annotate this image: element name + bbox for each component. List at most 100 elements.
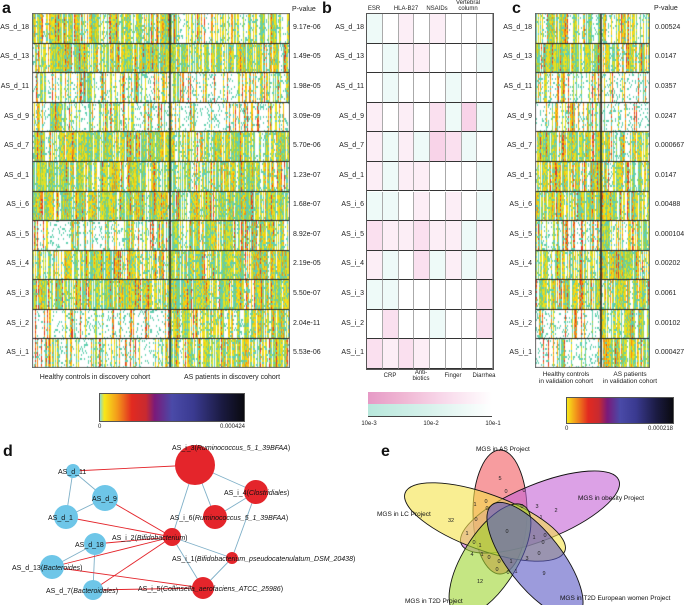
venn-count: 0 <box>484 499 487 505</box>
venn-count: 1 <box>532 535 535 541</box>
group-label-line: in validation cohort <box>538 377 594 385</box>
row-label-a: AS_d_9 <box>4 112 29 120</box>
node-id: AS_i_1 <box>172 556 195 563</box>
pvalue-c: 0.00202 <box>655 260 681 268</box>
correlation-cell <box>382 14 399 44</box>
correlation-cell <box>398 250 415 281</box>
correlation-cell <box>461 102 478 133</box>
paren: ) <box>116 588 118 595</box>
correlation-cell <box>430 250 446 281</box>
row-label-c: AS_d_1 <box>507 171 532 179</box>
paren: ( <box>195 556 198 563</box>
row-label-c: AS_i_2 <box>509 319 532 327</box>
correlation-cell <box>414 43 430 74</box>
row-label-c: AS_i_5 <box>509 230 532 238</box>
correlation-cell <box>382 221 399 251</box>
venn-count: 0 <box>504 489 507 495</box>
pvalue-c: 0.00488 <box>655 201 681 209</box>
row-label-b: AS_d_1 <box>339 171 364 179</box>
col-label-crp: CRP <box>383 373 397 379</box>
correlation-cell <box>398 161 415 192</box>
node-taxon: Ruminococcus_5_1_39BFAA <box>195 515 286 522</box>
node-id: AS_i_6 <box>170 515 193 522</box>
correlation-cell <box>398 309 415 340</box>
correlation-cell <box>477 339 493 369</box>
row-label-a: AS_i_1 <box>6 349 29 357</box>
panel-b-label: b <box>322 0 332 17</box>
paren: ) <box>353 556 355 563</box>
row-label-a: AS_i_3 <box>6 290 29 298</box>
pvalue-a: 5.53e-06 <box>293 349 321 357</box>
venn-count: 0 <box>472 540 475 546</box>
paren: ( <box>41 565 44 572</box>
row-label-c: AS_i_6 <box>509 201 532 209</box>
correlation-cell <box>398 43 415 74</box>
venn-count: 0 <box>487 555 490 561</box>
row-label-c: AS_d_11 <box>503 82 532 90</box>
paren: ( <box>195 445 198 452</box>
correlation-cell <box>430 132 446 162</box>
row-label-b: AS_d_18 <box>335 23 364 31</box>
correlation-cell <box>367 309 383 340</box>
node-id: AS_d_13 <box>12 565 41 572</box>
correlation-cell <box>398 132 415 162</box>
correlation-cell <box>398 280 415 310</box>
row-label-b: AS_i_2 <box>341 319 364 327</box>
pvalue-c: 0.0247 <box>655 112 677 120</box>
correlation-cell <box>382 309 399 340</box>
row-label-a: AS_d_1 <box>4 171 29 179</box>
correlation-cell <box>414 309 430 340</box>
row-label-c: AS_d_13 <box>503 53 532 61</box>
row-label-b: AS_i_3 <box>341 290 364 298</box>
colorbar-c <box>566 397 674 424</box>
node-label: AS_i_6(Ruminococcus_5_1_39BFAA) <box>170 515 288 522</box>
node-label: AS_d_11 <box>58 469 86 476</box>
row-label-a: AS_d_18 <box>0 23 29 31</box>
panel-e-label: e <box>381 443 390 460</box>
correlation-cell <box>445 132 462 162</box>
correlation-cell <box>382 73 399 103</box>
col-label-vertebral-column: Vertebral column <box>455 0 480 12</box>
venn-count: 1 <box>539 515 542 521</box>
network-node-d11 <box>66 464 80 478</box>
correlation-cell <box>477 161 493 192</box>
venn-count: 0 <box>497 559 500 565</box>
pvalue-a: 2.19e-05 <box>293 260 321 268</box>
correlation-cell <box>461 43 478 74</box>
venn-count: 0 <box>520 504 523 510</box>
group-label-line: Healthy controls <box>542 371 590 378</box>
correlation-cell <box>477 280 493 310</box>
panel-c-label: c <box>512 0 521 17</box>
correlation-cell <box>382 132 399 162</box>
network-edge-positive <box>65 516 173 538</box>
correlation-cell <box>430 339 446 369</box>
node-taxon: Bifidobacterium <box>137 535 185 542</box>
correlation-cell <box>430 161 446 192</box>
correlation-cell <box>414 102 430 133</box>
correlation-cell <box>461 161 478 192</box>
correlation-cell <box>414 161 430 192</box>
panel-a-label: a <box>2 0 11 17</box>
colorbar-c-max: 0.000218 <box>647 426 673 432</box>
pvalue-c: 0.000427 <box>655 349 685 357</box>
venn-count: 0 <box>495 567 498 573</box>
correlation-cell <box>445 250 462 281</box>
correlation-cell <box>477 191 493 222</box>
correlation-cell <box>414 132 430 162</box>
network-edge-positive <box>72 464 196 472</box>
venn-count: 0 <box>537 551 540 557</box>
row-label-b: AS_i_4 <box>341 260 364 268</box>
correlation-cell <box>477 102 493 133</box>
row-label-c: AS_d_7 <box>507 142 532 150</box>
correlation-cell <box>367 339 383 369</box>
pvalue-a: 1.49e-05 <box>293 53 321 61</box>
venn-count: 2 <box>554 508 557 514</box>
pvalue-a: 3.09e-09 <box>293 112 321 120</box>
node-taxon: Clostridiales <box>249 490 288 497</box>
correlation-cell <box>367 191 383 222</box>
node-label: AS_d_1 <box>48 515 73 522</box>
paren: ) <box>185 535 187 542</box>
row-label-a: AS_i_2 <box>6 319 29 327</box>
node-id: AS_d_11 <box>58 469 86 476</box>
